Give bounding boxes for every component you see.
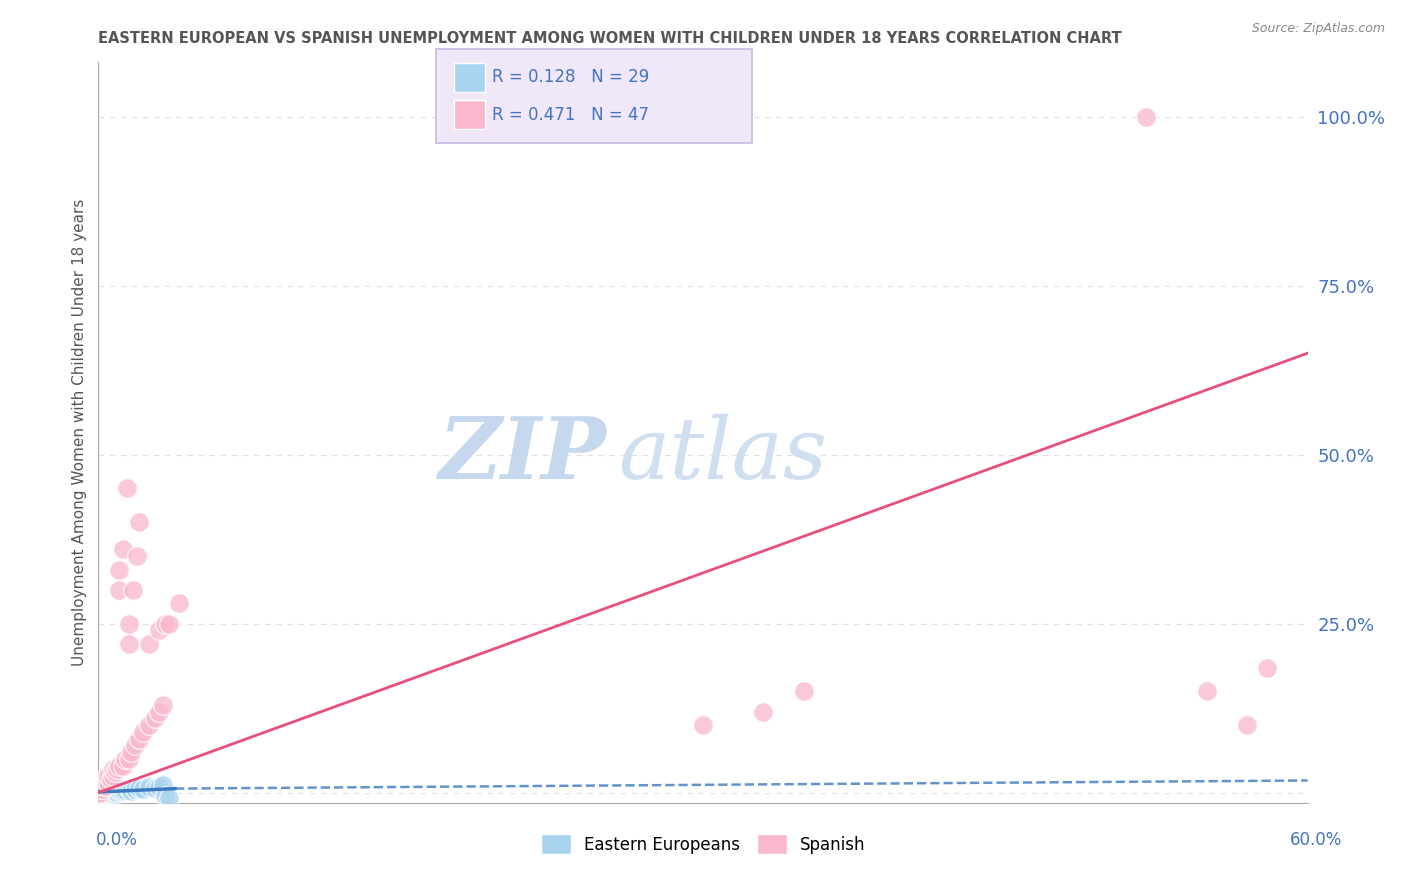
Text: EASTERN EUROPEAN VS SPANISH UNEMPLOYMENT AMONG WOMEN WITH CHILDREN UNDER 18 YEAR: EASTERN EUROPEAN VS SPANISH UNEMPLOYMENT…: [98, 31, 1122, 46]
Point: [101, 762, 124, 776]
Point: [114, 783, 136, 797]
Point: [752, 705, 775, 719]
Point: [107, 784, 129, 798]
Text: 0.0%: 0.0%: [96, 831, 138, 849]
Point: [148, 780, 170, 794]
Point: [89, 779, 111, 793]
Point: [118, 616, 141, 631]
Point: [143, 780, 166, 795]
Point: [128, 780, 150, 795]
Point: [153, 616, 176, 631]
Point: [111, 758, 134, 772]
Point: [124, 781, 146, 796]
Point: [101, 769, 124, 783]
Point: [96, 785, 118, 799]
Point: [89, 786, 111, 800]
Point: [138, 780, 160, 795]
Point: [118, 782, 141, 797]
Point: [157, 791, 180, 805]
Point: [1195, 684, 1218, 698]
Text: atlas: atlas: [619, 414, 828, 496]
Point: [793, 684, 815, 698]
Text: 60.0%: 60.0%: [1291, 831, 1343, 849]
Point: [132, 724, 155, 739]
Point: [100, 772, 122, 786]
Point: [93, 786, 115, 800]
Point: [111, 542, 134, 557]
Point: [1256, 660, 1278, 674]
Point: [118, 752, 141, 766]
Point: [93, 772, 115, 786]
Point: [692, 718, 714, 732]
Point: [96, 779, 118, 793]
Point: [125, 549, 148, 563]
Point: [107, 582, 129, 597]
Point: [107, 562, 129, 576]
Point: [91, 782, 114, 797]
Point: [132, 781, 155, 796]
Point: [107, 782, 129, 797]
Y-axis label: Unemployment Among Women with Children Under 18 years: Unemployment Among Women with Children U…: [72, 199, 87, 666]
Point: [111, 783, 134, 797]
Point: [96, 786, 118, 800]
Point: [138, 637, 160, 651]
Point: [107, 758, 129, 772]
Point: [97, 769, 120, 783]
Point: [152, 778, 174, 792]
Point: [148, 624, 170, 638]
Point: [152, 698, 174, 712]
Point: [101, 784, 124, 798]
Point: [97, 784, 120, 798]
Text: R = 0.128   N = 29: R = 0.128 N = 29: [492, 69, 650, 87]
Legend: Eastern Europeans, Spanish: Eastern Europeans, Spanish: [534, 828, 872, 861]
Point: [153, 789, 176, 803]
Point: [124, 739, 146, 753]
Point: [101, 783, 124, 797]
Point: [120, 745, 142, 759]
Point: [97, 775, 120, 789]
Point: [1236, 718, 1258, 732]
Point: [121, 582, 143, 597]
Point: [148, 705, 170, 719]
Point: [128, 515, 150, 529]
Point: [103, 784, 125, 798]
Point: [167, 596, 190, 610]
Point: [87, 784, 110, 798]
Text: Source: ZipAtlas.com: Source: ZipAtlas.com: [1251, 22, 1385, 36]
Point: [114, 752, 136, 766]
Point: [93, 784, 115, 798]
Point: [105, 762, 128, 776]
Point: [1135, 110, 1157, 124]
Point: [157, 616, 180, 631]
Point: [118, 637, 141, 651]
Text: ZIP: ZIP: [439, 413, 606, 497]
Point: [91, 786, 114, 800]
Point: [115, 482, 138, 496]
Point: [128, 731, 150, 746]
Point: [103, 765, 125, 780]
Text: R = 0.471   N = 47: R = 0.471 N = 47: [492, 105, 650, 123]
Point: [87, 786, 110, 800]
Point: [138, 718, 160, 732]
Point: [120, 783, 142, 797]
Point: [87, 786, 110, 800]
Point: [100, 786, 122, 800]
Point: [143, 711, 166, 725]
Point: [93, 779, 115, 793]
Point: [105, 786, 128, 800]
Point: [97, 786, 120, 800]
